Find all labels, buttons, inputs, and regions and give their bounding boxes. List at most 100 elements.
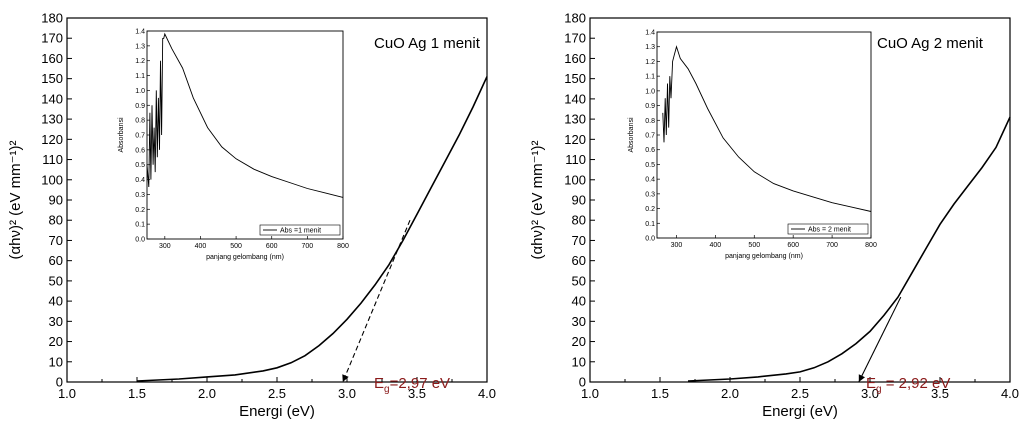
- series-line-1: [687, 116, 1011, 382]
- y-tick-label: 180: [41, 11, 63, 26]
- bandgap-label: Eg = 2,92 eV: [866, 375, 950, 395]
- inset-y-tick-label: 0.9: [135, 103, 145, 110]
- x-tick-label: 3.0: [338, 386, 356, 401]
- inset-y-tick-label: 1.1: [135, 73, 145, 80]
- inset-legend-label: Abs = 2 menit: [808, 227, 851, 234]
- inset-x-tick-label: 800: [337, 243, 349, 250]
- inset-y-tick-label: 0.4: [645, 177, 655, 184]
- y-tick-label: 40: [572, 294, 586, 309]
- inset-frame: [146, 30, 344, 240]
- inset-frame: [656, 31, 872, 239]
- y-tick-label: 30: [572, 314, 586, 329]
- x-tick-label: 2.5: [791, 386, 809, 401]
- x-tick-label: 3.5: [931, 386, 949, 401]
- inset-y-axis-label: Absorbansi: [118, 117, 125, 152]
- inset-x-tick-label: 300: [159, 243, 171, 250]
- y-tick-label: 0: [56, 375, 63, 390]
- inset-y-tick-label: 0.5: [645, 162, 655, 169]
- y-tick-label: 110: [565, 152, 586, 167]
- x-tick-label: 3.5: [408, 386, 426, 401]
- inset-x-tick-label: 300: [671, 242, 683, 249]
- inset-x-tick-label: 400: [710, 242, 722, 249]
- y-tick-label: 130: [41, 112, 63, 127]
- inset-y-tick-label: 0.0: [135, 237, 145, 244]
- inset-y-tick-label: 1.2: [135, 58, 145, 65]
- inset-chart: 300 400 500 600 700 800 0.0 0.1 0.2 0.3 0.4 0.5 0.6 0…: [628, 30, 877, 261]
- inset-y-tick-label: 0.4: [135, 177, 145, 184]
- y-axis-label: (αhν)² (eV mm⁻¹)²: [529, 140, 546, 259]
- y-tick-label: 20: [49, 334, 63, 349]
- y-tick-label: 160: [564, 51, 586, 66]
- y-tick-label: 110: [42, 152, 63, 167]
- y-tick-label: 10: [572, 354, 586, 369]
- inset-y-tick-label: 0.9: [645, 103, 655, 110]
- y-tick-label: 160: [41, 51, 63, 66]
- y-tick-label: 80: [49, 213, 63, 228]
- inset-y-tick-label: 1.3: [135, 43, 145, 50]
- y-axis-label: (αhν)² (eV mm⁻¹)²: [7, 140, 24, 259]
- inset-x-axis-label: panjang gelombang (nm): [725, 253, 803, 260]
- y-tick-label: 100: [564, 172, 586, 187]
- y-tick-label: 150: [564, 71, 586, 86]
- inset-y-tick-label: 0.8: [135, 118, 145, 125]
- x-tick-label: 3.0: [861, 386, 879, 401]
- series-line-1: [136, 76, 488, 382]
- y-tick-label: 170: [564, 31, 586, 46]
- inset-y-tick-label: 1.0: [135, 88, 145, 95]
- tangent-line: [342, 220, 411, 383]
- tangent-arrowhead: [858, 374, 865, 382]
- y-tick-label: 140: [41, 91, 63, 106]
- tangent-arrowhead: [342, 374, 349, 382]
- x-tick-label: 1.5: [128, 386, 146, 401]
- x-tick-label: 1.0: [58, 386, 76, 401]
- inset-y-tick-label: 0.1: [645, 221, 655, 228]
- inset-y-tick-label: 1.4: [645, 30, 655, 37]
- inset-legend-box: [259, 224, 341, 236]
- inset-y-tick-label: 0.5: [135, 162, 145, 169]
- y-tick-label: 180: [564, 11, 586, 26]
- inset-y-tick-label: 0.1: [135, 222, 145, 229]
- x-axis-label: Energi (eV): [762, 403, 838, 420]
- inset-series-line-1: [662, 45, 872, 212]
- x-tick-label: 4.0: [1001, 386, 1019, 401]
- inset-x-tick-label: 700: [302, 243, 314, 250]
- y-tick-label: 100: [41, 172, 63, 187]
- inset-legend-box: [787, 223, 869, 235]
- x-tick-label: 2.5: [268, 386, 286, 401]
- inset-x-tick-label: 500: [230, 243, 242, 250]
- bandgap-label: Eg=2,97 eV: [374, 375, 450, 395]
- y-tick-label: 130: [564, 112, 586, 127]
- chart-panel-1: 1.0 1.5 2.0 2.5 3.0 3.5 4.0 0 10 20 30 40 50 60 70 80 90…: [7, 11, 496, 421]
- y-tick-label: 90: [572, 193, 586, 208]
- y-tick-label: 60: [49, 253, 63, 268]
- inset-y-tick-label: 0.2: [645, 206, 655, 213]
- y-tick-label: 70: [49, 233, 63, 248]
- y-tick-label: 50: [49, 273, 63, 288]
- x-tick-label: 2.0: [721, 386, 739, 401]
- x-tick-label: 4.0: [478, 386, 496, 401]
- sample-label: CuO Ag 1 menit: [374, 35, 481, 52]
- inset-y-tick-label: 1.0: [645, 88, 655, 95]
- y-tick-label: 10: [49, 354, 63, 369]
- x-axis-label: Energi (eV): [239, 403, 315, 420]
- inset-y-tick-label: 0.7: [645, 133, 655, 140]
- y-tick-label: 20: [572, 334, 586, 349]
- x-tick-label: 2.0: [198, 386, 216, 401]
- inset-y-tick-label: 1.4: [135, 29, 145, 36]
- inset-x-tick-label: 400: [195, 243, 207, 250]
- inset-x-tick-label: 700: [826, 242, 838, 249]
- inset-y-tick-label: 0.0: [645, 236, 655, 243]
- y-tick-label: 70: [572, 233, 586, 248]
- inset-y-tick-label: 0.2: [135, 207, 145, 214]
- inset-x-tick-label: 500: [748, 242, 760, 249]
- inset-y-tick-label: 0.3: [645, 191, 655, 198]
- y-tick-label: 120: [41, 132, 63, 147]
- x-tick-label: 1.5: [651, 386, 669, 401]
- y-tick-label: 90: [49, 193, 63, 208]
- y-tick-label: 40: [49, 294, 63, 309]
- inset-x-axis-label: panjang gelombang (nm): [206, 254, 284, 261]
- inset-y-tick-label: 0.6: [645, 147, 655, 154]
- inset-y-axis-label: Absorbansi: [628, 117, 635, 152]
- inset-y-tick-label: 0.8: [645, 118, 655, 125]
